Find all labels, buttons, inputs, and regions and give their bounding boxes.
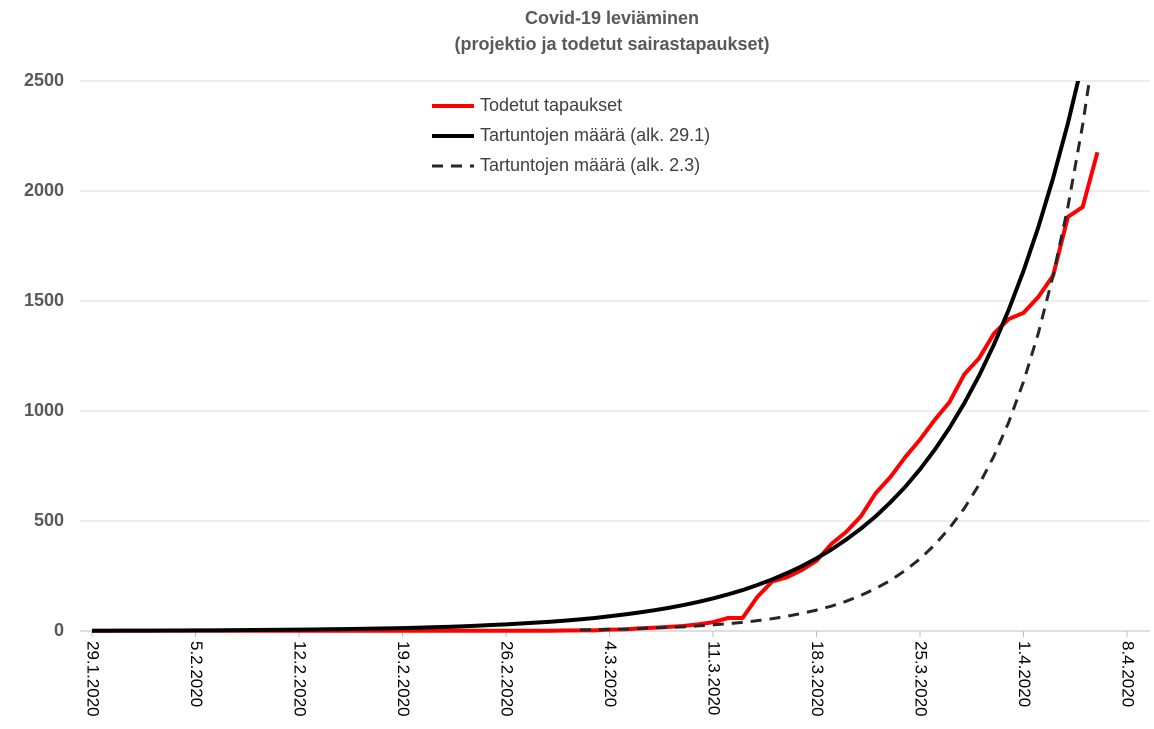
y-tick-label: 0 [54,620,64,640]
x-tick-label: 12.2.2020 [291,641,310,717]
y-tick-label: 2500 [24,70,64,90]
chart-title: Covid-19 leviäminen [525,8,699,28]
x-tick-label: 18.3.2020 [808,641,827,717]
x-tick-label: 25.3.2020 [912,641,931,717]
x-tick-label: 5.2.2020 [187,641,206,707]
x-tick-label: 11.3.2020 [705,641,724,715]
y-tick-label: 1500 [24,290,64,310]
x-tick-label: 4.3.2020 [601,641,620,707]
series-line [91,81,1081,633]
x-tick-label: 1.4.2020 [1015,641,1034,707]
legend-label: Tartuntojen määrä (alk. 29.1) [480,125,710,145]
legend-label: Todetut tapaukset [480,95,622,115]
x-tick-label: 29.1.2020 [84,641,103,717]
series-line [92,151,1100,633]
x-tick-label: 8.4.2020 [1119,641,1138,707]
series-line [579,81,1091,632]
y-tick-label: 2000 [24,180,64,200]
x-tick-label: 19.2.2020 [394,641,413,717]
y-tick-label: 500 [34,510,64,530]
y-tick-label: 1000 [24,400,64,420]
chart-subtitle: (projektio ja todetut sairastapaukset) [454,34,769,54]
plot-lines [91,81,1100,633]
legend-label: Tartuntojen määrä (alk. 2.3) [480,155,700,175]
x-tick-label: 26.2.2020 [498,641,517,717]
